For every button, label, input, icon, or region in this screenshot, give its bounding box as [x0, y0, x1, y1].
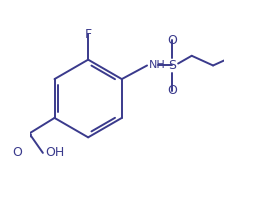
Text: O: O — [13, 146, 23, 159]
Text: OH: OH — [45, 146, 64, 159]
Text: S: S — [168, 59, 176, 72]
Text: O: O — [167, 34, 177, 47]
Text: O: O — [167, 84, 177, 97]
Text: F: F — [85, 28, 92, 41]
Text: NH: NH — [149, 60, 166, 71]
